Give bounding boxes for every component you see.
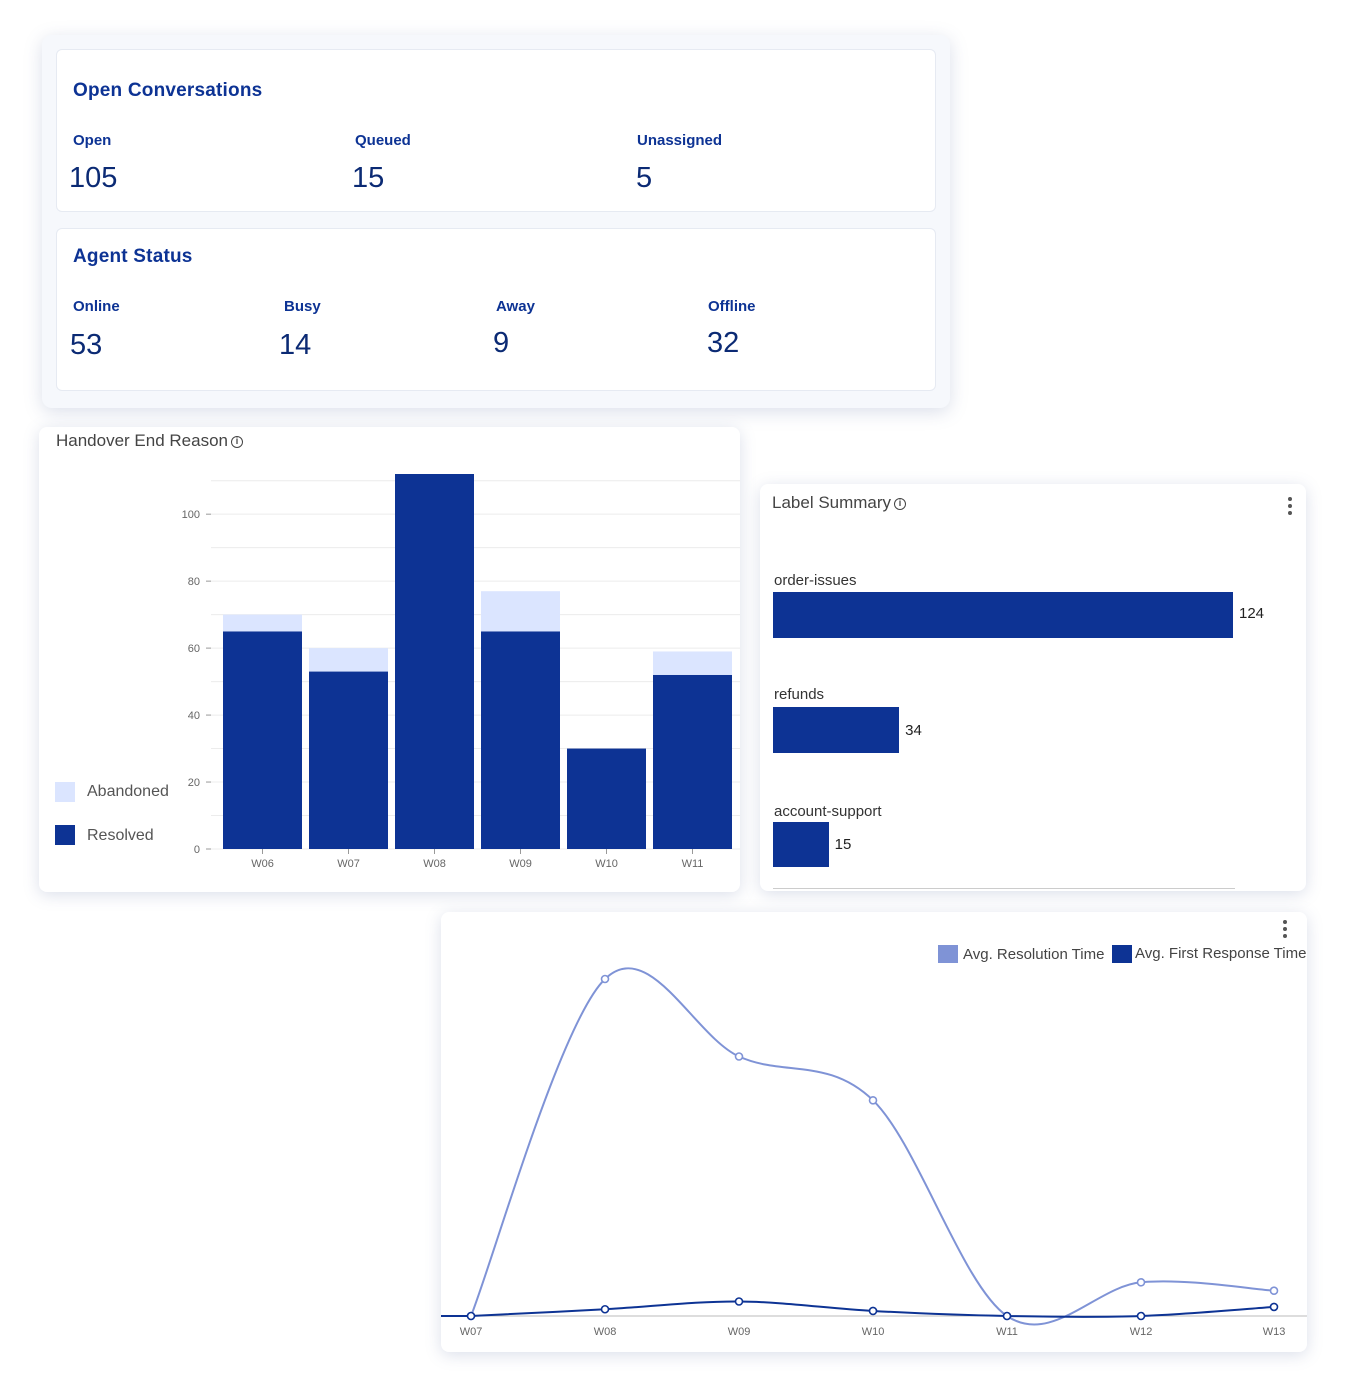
legend-label-abandoned: Abandoned xyxy=(87,783,169,800)
bar-label: refunds xyxy=(774,686,825,703)
away-label: Away xyxy=(496,298,535,315)
bar-resolved-w10[interactable] xyxy=(567,748,646,849)
more-vertical-icon[interactable] xyxy=(1283,920,1289,941)
legend-swatch-resolution xyxy=(938,945,958,963)
handover-title-text: Handover End Reason xyxy=(56,431,229,450)
point-resolution-w13[interactable] xyxy=(1269,1286,1279,1296)
point-first-response-w12[interactable] xyxy=(1136,1311,1146,1321)
response-times-line-chart: W07 W08 W09 W10 W11 W12 W13 xyxy=(441,967,1307,1338)
x-tick-label: W09 xyxy=(728,1326,751,1338)
offline-label: Offline xyxy=(708,298,756,315)
info-icon[interactable]: i xyxy=(894,497,907,510)
bar-value: 124 xyxy=(1239,605,1265,622)
open-conversations-card: Open Conversations Open 105 Queued 15 Un… xyxy=(56,49,936,212)
handover-end-reason-card: Handover End Reason i Abandoned Resolved … xyxy=(39,427,740,892)
x-tick-label: W11 xyxy=(996,1326,1018,1338)
legend-swatch-resolved xyxy=(55,825,75,845)
point-first-response-w08[interactable] xyxy=(600,1304,610,1314)
bar-resolved-w07[interactable] xyxy=(309,671,388,849)
bar-value: 34 xyxy=(905,722,922,739)
x-tick-label: W12 xyxy=(1130,1326,1153,1338)
queued-value: 15 xyxy=(352,162,385,194)
agent-status-title: Agent Status xyxy=(73,246,193,267)
bar-resolved-w11[interactable] xyxy=(653,674,732,849)
label-summary-title: Label Summary i xyxy=(772,493,907,513)
x-tick-label: W08 xyxy=(423,858,446,870)
x-tick-label: W07 xyxy=(460,1326,483,1338)
unassigned-label: Unassigned xyxy=(637,132,723,149)
open-label: Open xyxy=(73,132,112,149)
x-tick-label: W09 xyxy=(509,858,532,870)
bar-abandoned-w11[interactable] xyxy=(653,651,732,675)
x-tick-label: W11 xyxy=(682,858,704,870)
bar-resolved-w09[interactable] xyxy=(481,631,560,849)
bar-abandoned-w07[interactable] xyxy=(309,648,388,672)
x-tick-label: W10 xyxy=(862,1326,885,1338)
handover-bar-chart: 0 20 40 60 80 100 W06 W07 W08 W09 W10 W11 xyxy=(182,474,740,870)
handover-title: Handover End Reason i xyxy=(56,431,244,451)
x-axis-line xyxy=(773,888,1235,889)
busy-label: Busy xyxy=(284,298,321,315)
point-first-response-w07[interactable] xyxy=(466,1311,476,1321)
bar-abandoned-w09[interactable] xyxy=(481,591,560,632)
info-icon[interactable]: i xyxy=(231,435,244,448)
line-series-resolution[interactable] xyxy=(470,967,1275,1326)
offline-value: 32 xyxy=(707,327,740,359)
bar-abandoned-w06[interactable] xyxy=(223,614,302,632)
bar-resolved-w06[interactable] xyxy=(223,631,302,849)
point-first-response-w09[interactable] xyxy=(734,1297,744,1306)
bar-value: 15 xyxy=(834,836,852,853)
queued-label: Queued xyxy=(355,132,411,149)
point-resolution-w10[interactable] xyxy=(868,1096,878,1105)
label-summary-card: Label Summary i order-issues 124 refunds … xyxy=(760,484,1306,891)
x-tick-label: W08 xyxy=(594,1326,617,1338)
x-tick-label: W07 xyxy=(337,858,360,870)
label-summary-title-text: Label Summary xyxy=(772,493,892,512)
legend-label-resolved: Resolved xyxy=(87,827,154,844)
point-first-response-w13[interactable] xyxy=(1269,1302,1279,1312)
kpi-panel: Open Conversations Open 105 Queued 15 Un… xyxy=(42,35,950,408)
y-tick-label: 20 xyxy=(188,777,200,789)
agent-status-card: Agent Status Online 53 Busy 14 Away 9 Of… xyxy=(56,228,936,391)
more-vertical-icon[interactable] xyxy=(1288,497,1294,518)
legend-swatch-first-response xyxy=(1112,945,1132,963)
point-first-response-w11[interactable] xyxy=(1002,1311,1012,1321)
legend-label-first-response: Avg. First Response Time xyxy=(1135,945,1307,962)
busy-value: 14 xyxy=(279,329,312,361)
point-resolution-w08[interactable] xyxy=(600,974,610,984)
y-tick-label: 40 xyxy=(188,710,200,722)
response-times-card: Avg. Resolution Time Avg. First Response… xyxy=(441,912,1307,1352)
away-value: 9 xyxy=(493,327,510,359)
bar-order-issues xyxy=(773,592,1233,638)
x-tick-label: W06 xyxy=(251,858,274,870)
y-tick-label: 60 xyxy=(188,643,200,655)
y-tick-label: 0 xyxy=(194,844,200,856)
point-resolution-w12[interactable] xyxy=(1136,1277,1146,1287)
x-tick-label: W13 xyxy=(1263,1326,1286,1338)
bar-account-support xyxy=(773,822,829,867)
bar-resolved-w08[interactable] xyxy=(395,474,474,849)
online-value: 53 xyxy=(70,329,103,361)
y-tick-label: 80 xyxy=(188,576,200,588)
point-first-response-w10[interactable] xyxy=(868,1306,878,1316)
point-resolution-w09[interactable] xyxy=(734,1052,744,1061)
online-label: Online xyxy=(73,298,120,315)
x-tick-label: W10 xyxy=(595,858,618,870)
bar-refunds xyxy=(773,707,900,753)
legend-swatch-abandoned xyxy=(55,782,75,802)
y-tick-label: 100 xyxy=(182,509,200,521)
legend-label-resolution: Avg. Resolution Time xyxy=(963,946,1105,963)
bar-label: order-issues xyxy=(774,572,857,589)
open-value: 105 xyxy=(69,162,118,194)
bar-label: account-support xyxy=(774,803,882,820)
unassigned-value: 5 xyxy=(636,162,653,194)
open-conversations-title: Open Conversations xyxy=(73,80,263,101)
